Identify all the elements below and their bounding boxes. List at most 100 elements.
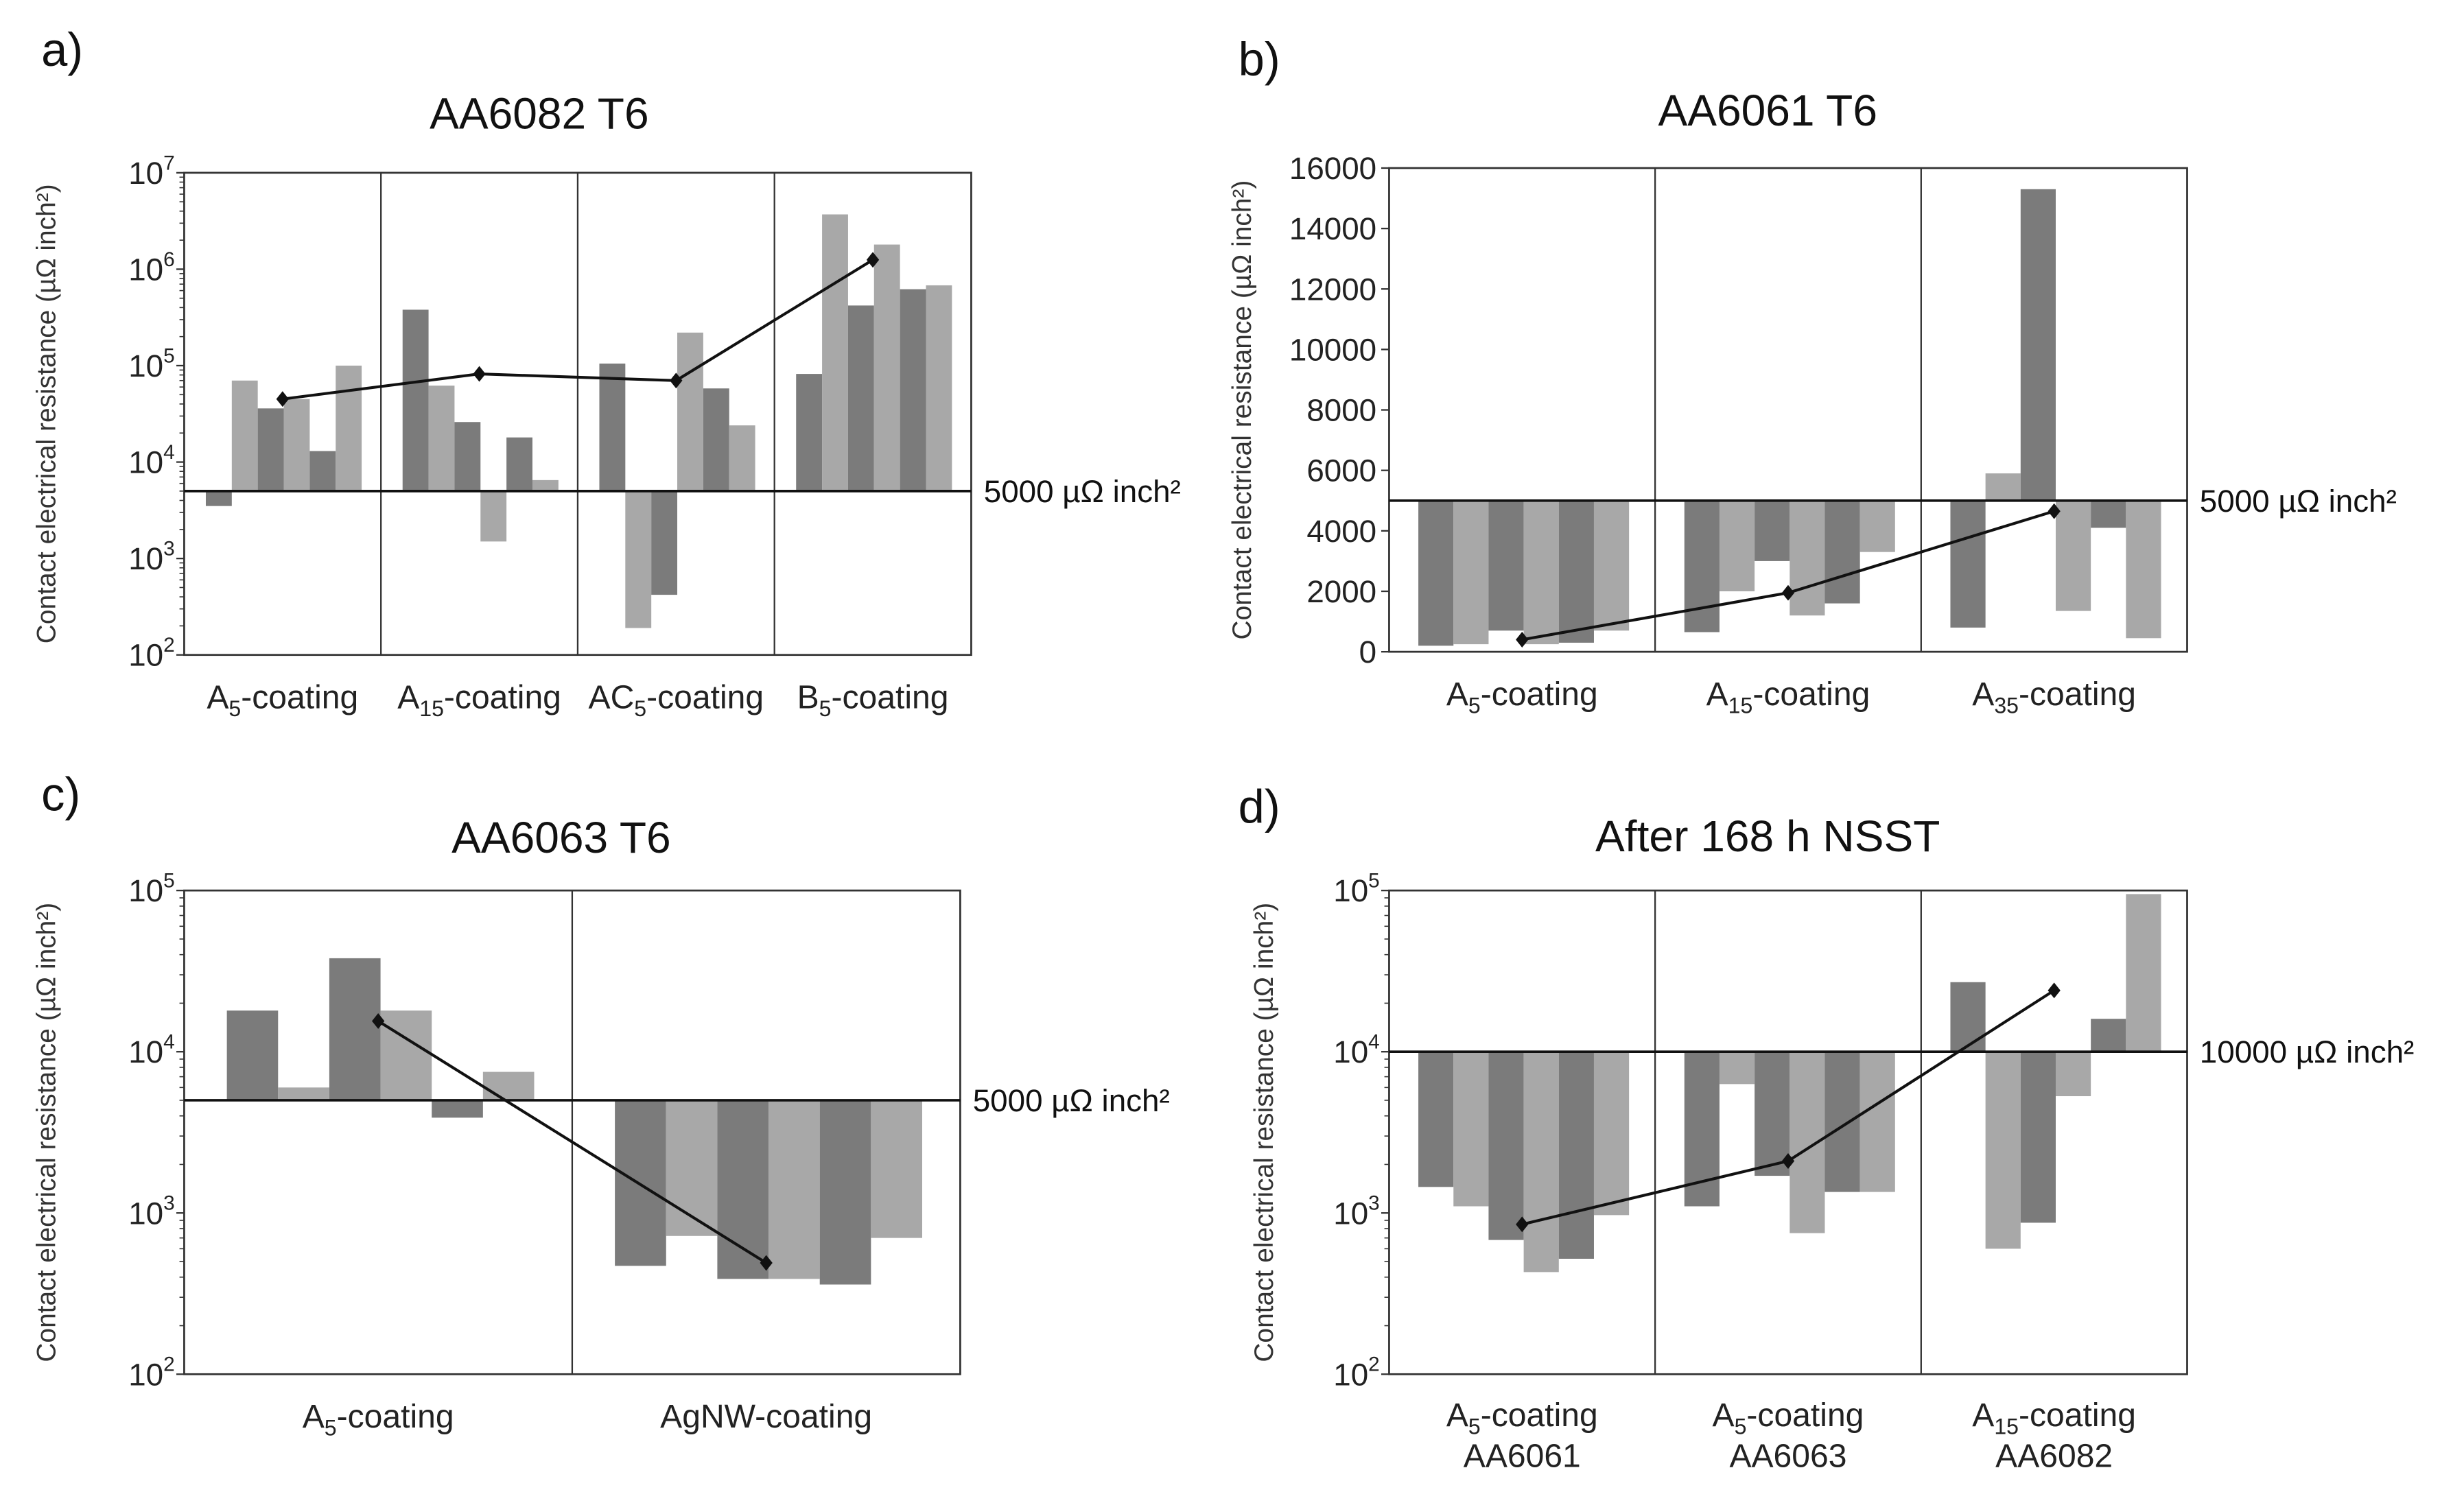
- bar: [1719, 500, 1755, 591]
- bar: [2091, 1019, 2126, 1052]
- category-label: AC5-coating: [589, 679, 764, 721]
- bar: [1558, 500, 1594, 643]
- bar: [402, 309, 429, 491]
- chart-title-d: After 168 h NSST: [1595, 812, 1940, 861]
- bar: [1859, 1052, 1895, 1192]
- bar: [1755, 500, 1790, 561]
- bar: [480, 490, 507, 542]
- bar: [2020, 189, 2056, 501]
- y-tick-label: 107: [128, 152, 174, 191]
- panel-b: b) AA6061 T6 5000 µΩ inch² 0 2000 4000 6000 8…: [1228, 33, 2397, 718]
- bar: [231, 380, 258, 491]
- y-axis-label: Contact electrical resistance (µΩ inch²): [1249, 903, 1279, 1362]
- bar: [1558, 1052, 1594, 1259]
- y-tick-label: 6000: [1306, 453, 1376, 488]
- mean-line: [377, 1019, 767, 1264]
- y-tick-label: 10000: [1289, 332, 1376, 367]
- bar: [717, 1100, 769, 1279]
- panel-label-a: a): [41, 23, 83, 76]
- bar: [482, 1071, 535, 1100]
- mean-marker: [276, 391, 289, 407]
- bar: [1755, 1052, 1790, 1176]
- bar: [2055, 500, 2091, 611]
- bar: [1790, 500, 1825, 616]
- bar: [1985, 1052, 2021, 1249]
- category-label: A15-coating: [1972, 1397, 2136, 1438]
- bar: [1950, 500, 1986, 628]
- bar: [506, 437, 532, 491]
- mean-marker: [866, 252, 880, 268]
- mean-marker: [2048, 503, 2061, 519]
- y-tick-label: 103: [1333, 1192, 1379, 1231]
- y-tick-label: 4000: [1306, 514, 1376, 549]
- category-label: A5-coating: [1446, 676, 1598, 718]
- panel-a: a) AA6082 T6 5000 µΩ inch² 102 103 104 105 10…: [32, 23, 1181, 721]
- bar: [1488, 500, 1524, 631]
- bar: [309, 451, 336, 491]
- category-label: B5-coating: [797, 679, 949, 721]
- bar: [329, 958, 381, 1100]
- y-tick-label: 104: [1333, 1031, 1379, 1070]
- bar: [226, 1010, 279, 1100]
- bar: [2126, 500, 2161, 639]
- bar: [532, 479, 559, 491]
- y-tick-label: 16000: [1289, 151, 1376, 186]
- panel-label-b: b): [1239, 33, 1280, 86]
- bar: [1523, 500, 1559, 645]
- y-axis-label: Contact electrical resistance (µΩ inch²): [1228, 180, 1257, 640]
- mean-line: [282, 259, 874, 401]
- panel-c: c) AA6063 T6 5000 µΩ inch² 102 103 104 105 Co…: [32, 768, 1170, 1440]
- bar: [432, 1100, 483, 1118]
- category-label: A5-coating: [207, 679, 358, 721]
- y-tick-label: 2000: [1306, 574, 1376, 609]
- y-tick-label: 105: [128, 344, 174, 383]
- bar: [2020, 1052, 2056, 1223]
- y-tick-label: 104: [128, 1031, 174, 1070]
- category-label: A15-coating: [1706, 676, 1870, 718]
- threshold-label: 10000 µΩ inch²: [2200, 1034, 2414, 1069]
- y-tick-label: 102: [1333, 1353, 1379, 1393]
- panel-label-c: c): [41, 768, 80, 820]
- bar: [926, 285, 952, 491]
- bar: [428, 386, 455, 491]
- category-label-line2: AA6063: [1729, 1437, 1846, 1474]
- bar: [796, 374, 823, 491]
- bar: [278, 1087, 329, 1100]
- y-tick-label: 0: [1359, 635, 1376, 670]
- y-axis-label: Contact electrical resistance (µΩ inch²): [32, 903, 62, 1362]
- threshold-label: 5000 µΩ inch²: [2200, 484, 2397, 519]
- chart-title-a: AA6082 T6: [430, 89, 649, 139]
- bar: [1488, 1052, 1524, 1240]
- chart-title-b: AA6061 T6: [1658, 86, 1877, 135]
- y-tick-label: 104: [128, 441, 174, 480]
- threshold-label: 5000 µΩ inch²: [973, 1083, 1170, 1118]
- panel-d: d) After 168 h NSST 10000 µΩ inch² 102 103…: [1239, 781, 2415, 1475]
- bar: [651, 490, 678, 595]
- bar: [847, 305, 874, 491]
- panel-label-d: d): [1239, 781, 1280, 833]
- bar: [1985, 473, 2021, 501]
- y-tick-label: 103: [128, 1192, 174, 1231]
- plot-frame: [1388, 889, 2188, 1375]
- bar: [1593, 1052, 1630, 1216]
- bar: [2091, 500, 2126, 528]
- bar: [380, 1010, 432, 1100]
- category-label: A5-coating: [1446, 1397, 1598, 1438]
- bar: [819, 1100, 871, 1285]
- y-tick-label: 105: [128, 870, 174, 909]
- y-tick-label: 106: [128, 248, 174, 287]
- bar: [283, 399, 310, 491]
- category-label: A15-coating: [397, 679, 561, 721]
- bar: [729, 425, 755, 491]
- bar: [703, 388, 729, 491]
- bar: [768, 1100, 820, 1279]
- bar: [2055, 1052, 2091, 1096]
- bar: [1824, 1052, 1860, 1192]
- category-label-line2: AA6061: [1464, 1437, 1581, 1474]
- threshold-label: 5000 µΩ inch²: [984, 474, 1181, 509]
- y-tick-label: 105: [1333, 870, 1379, 909]
- mean-marker: [670, 372, 683, 389]
- bar: [1684, 500, 1720, 632]
- bar: [599, 364, 626, 491]
